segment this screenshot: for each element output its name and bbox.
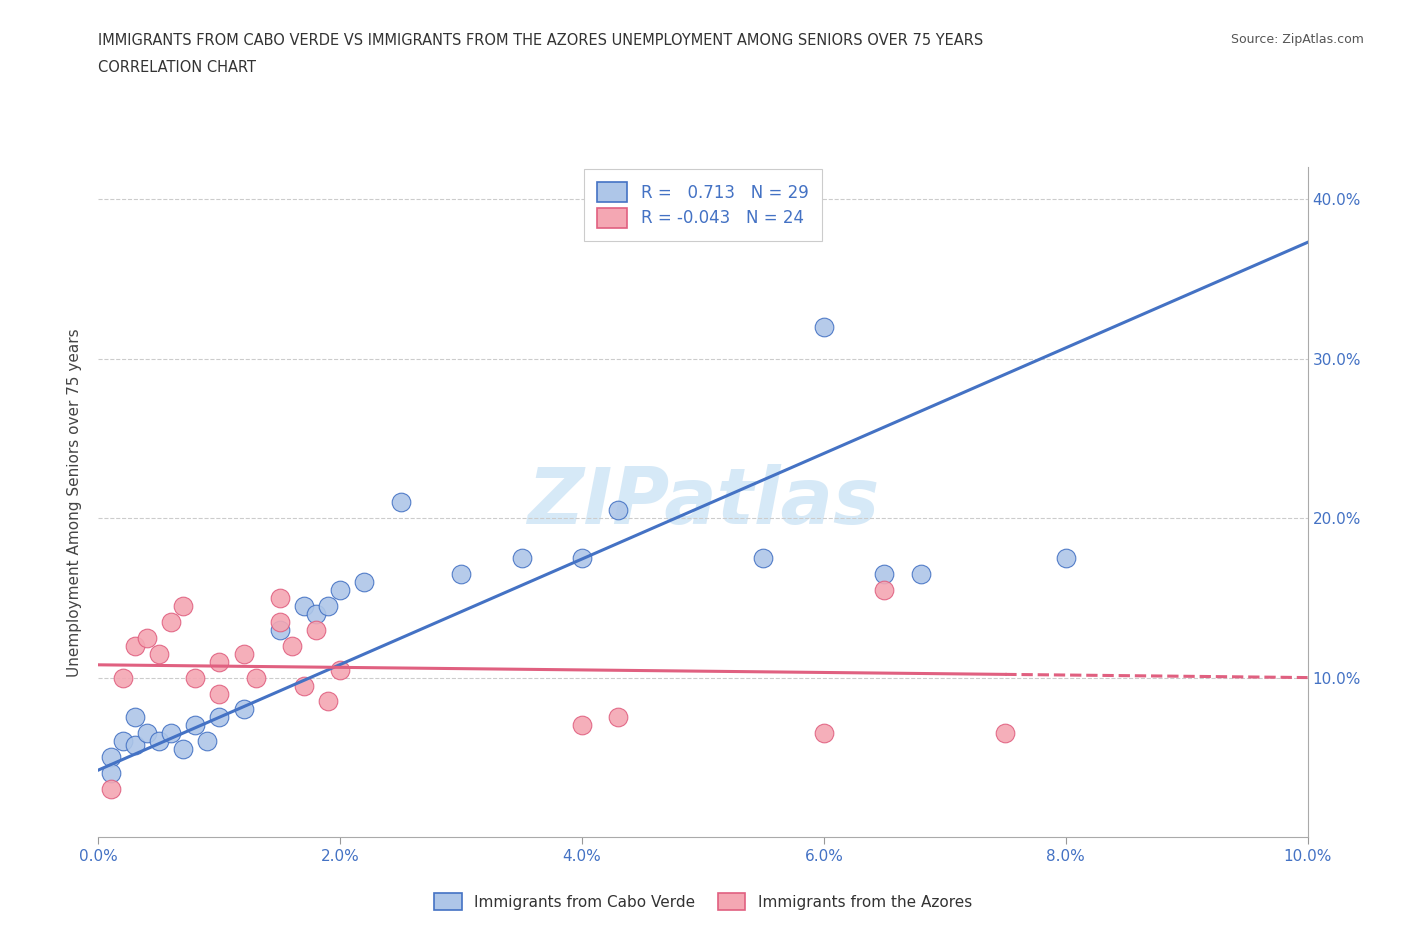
Point xyxy=(329,662,352,677)
Point xyxy=(389,495,412,510)
Point xyxy=(124,638,146,653)
Point xyxy=(245,671,267,685)
Point xyxy=(813,726,835,741)
Point xyxy=(873,566,896,581)
Point xyxy=(148,734,170,749)
Point xyxy=(208,654,231,669)
Point xyxy=(100,782,122,797)
Point xyxy=(571,551,593,565)
Point xyxy=(160,615,183,630)
Text: ZIPatlas: ZIPatlas xyxy=(527,464,879,540)
Point xyxy=(450,566,472,581)
Point xyxy=(281,638,304,653)
Point xyxy=(813,319,835,334)
Point xyxy=(184,718,207,733)
Point xyxy=(135,726,157,741)
Point xyxy=(994,726,1017,741)
Point xyxy=(607,503,630,518)
Point xyxy=(111,734,134,749)
Point xyxy=(329,582,352,597)
Point xyxy=(752,551,775,565)
Point xyxy=(100,765,122,780)
Point xyxy=(353,575,375,590)
Point xyxy=(124,737,146,752)
Point xyxy=(305,622,328,637)
Point xyxy=(1054,551,1077,565)
Legend: Immigrants from Cabo Verde, Immigrants from the Azores: Immigrants from Cabo Verde, Immigrants f… xyxy=(427,886,979,916)
Point xyxy=(292,598,315,613)
Text: IMMIGRANTS FROM CABO VERDE VS IMMIGRANTS FROM THE AZORES UNEMPLOYMENT AMONG SENI: IMMIGRANTS FROM CABO VERDE VS IMMIGRANTS… xyxy=(98,33,984,47)
Point xyxy=(135,631,157,645)
Point xyxy=(316,694,339,709)
Point xyxy=(607,710,630,724)
Point xyxy=(208,710,231,724)
Point xyxy=(873,582,896,597)
Point xyxy=(148,646,170,661)
Point xyxy=(172,742,194,757)
Point xyxy=(172,598,194,613)
Point xyxy=(269,615,291,630)
Point xyxy=(292,678,315,693)
Point xyxy=(100,750,122,764)
Y-axis label: Unemployment Among Seniors over 75 years: Unemployment Among Seniors over 75 years xyxy=(67,328,83,676)
Point xyxy=(160,726,183,741)
Point xyxy=(124,710,146,724)
Text: Source: ZipAtlas.com: Source: ZipAtlas.com xyxy=(1230,33,1364,46)
Point xyxy=(269,591,291,605)
Point xyxy=(195,734,218,749)
Point xyxy=(232,702,254,717)
Point xyxy=(305,606,328,621)
Point xyxy=(184,671,207,685)
Point xyxy=(910,566,932,581)
Point xyxy=(269,622,291,637)
Text: CORRELATION CHART: CORRELATION CHART xyxy=(98,60,256,75)
Point xyxy=(510,551,533,565)
Point xyxy=(316,598,339,613)
Point xyxy=(232,646,254,661)
Point xyxy=(111,671,134,685)
Point xyxy=(571,718,593,733)
Point xyxy=(208,686,231,701)
